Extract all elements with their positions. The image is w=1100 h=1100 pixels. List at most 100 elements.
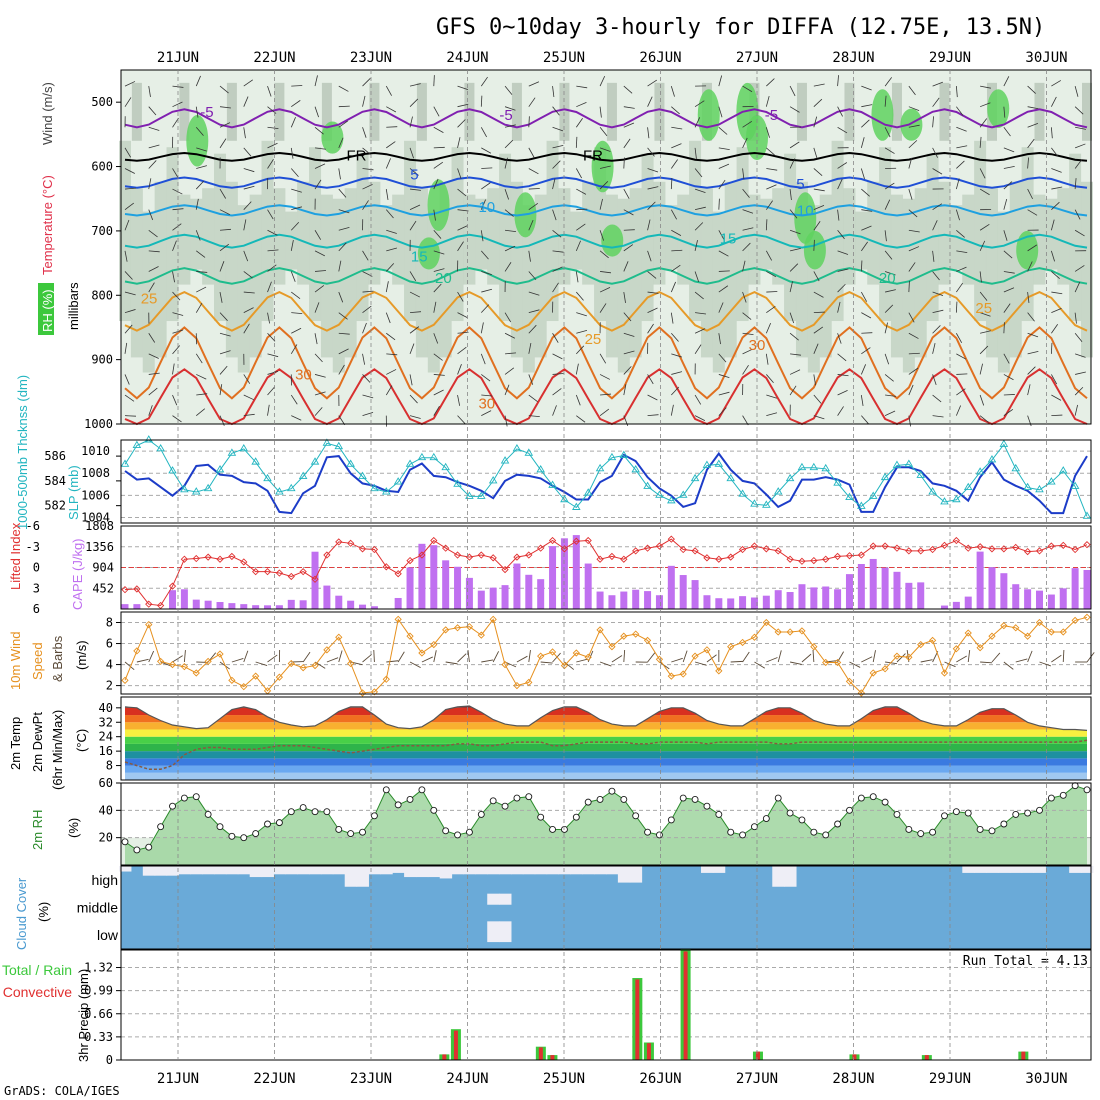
wind-barb bbox=[956, 373, 968, 375]
wind-barb bbox=[338, 650, 343, 663]
wind-barb bbox=[599, 106, 602, 118]
pressure-units-label: millibars bbox=[66, 282, 81, 330]
cape-bar bbox=[750, 597, 758, 609]
isotherm-label: 25 bbox=[585, 331, 602, 348]
lifted-index-marker bbox=[833, 552, 842, 561]
cloud-cover-panel: high middle low Cloud Cover (%) bbox=[14, 865, 1094, 950]
wind-barb bbox=[1003, 353, 1010, 364]
wind-barb bbox=[1003, 374, 1014, 381]
cloud-gap-high bbox=[451, 866, 464, 875]
cloud-gap-high bbox=[1033, 866, 1046, 873]
wind-barb bbox=[1027, 157, 1029, 169]
rh-marker bbox=[406, 795, 414, 803]
wind-barb bbox=[219, 384, 223, 396]
wind-barb bbox=[267, 281, 272, 293]
cape-bar bbox=[216, 602, 224, 609]
precip-convective-bar bbox=[755, 1051, 760, 1060]
cloud-units-label: (%) bbox=[36, 902, 51, 922]
cape-bar bbox=[442, 560, 450, 609]
wind-barb bbox=[932, 343, 936, 354]
wind-barb bbox=[647, 323, 654, 334]
rh-column bbox=[179, 82, 190, 141]
wind-barb bbox=[409, 204, 421, 211]
cape-bar bbox=[727, 598, 735, 609]
wind-barb bbox=[505, 229, 517, 233]
slp-marker bbox=[631, 464, 640, 473]
rh-marker bbox=[169, 802, 176, 810]
wind-barb bbox=[979, 415, 989, 423]
date-tick-label: 21JUN bbox=[157, 1071, 199, 1087]
wind-barb bbox=[623, 312, 632, 322]
rh-marker bbox=[275, 819, 283, 827]
slp-marker bbox=[667, 495, 676, 504]
panel-frame bbox=[120, 949, 1092, 1061]
rh-humid-blob bbox=[987, 89, 1010, 128]
cloud-gap-high bbox=[119, 866, 132, 872]
wind-barb bbox=[884, 230, 887, 242]
slp-marker bbox=[797, 462, 807, 471]
wind-speed-marker bbox=[632, 630, 640, 638]
wind-barb bbox=[575, 136, 578, 148]
wind-barb bbox=[718, 391, 730, 396]
wind-barb bbox=[409, 147, 414, 159]
wind-barb bbox=[124, 271, 133, 280]
wind-barb bbox=[1027, 188, 1033, 200]
wind-barb bbox=[386, 332, 396, 341]
slp-marker bbox=[560, 494, 569, 503]
wind-barb bbox=[552, 106, 560, 116]
wind-barb bbox=[243, 307, 254, 314]
wind-speed-marker bbox=[1071, 616, 1079, 625]
rh-marker bbox=[655, 831, 663, 839]
wind-barb bbox=[1074, 404, 1078, 416]
precip-convective-bar bbox=[924, 1055, 929, 1060]
cape-bar bbox=[1012, 584, 1020, 609]
wind-barb bbox=[837, 301, 841, 313]
rh-column bbox=[582, 181, 595, 285]
wind-barb bbox=[504, 106, 516, 111]
cape-bar bbox=[988, 567, 996, 609]
wind-barb bbox=[742, 120, 753, 128]
wind-barb bbox=[267, 353, 279, 358]
wind-barb bbox=[647, 414, 659, 417]
wind-barb bbox=[801, 653, 812, 663]
date-tick-label: 23JUN bbox=[350, 50, 392, 66]
cloud-row-label: low bbox=[97, 927, 119, 943]
lifted-index-marker bbox=[513, 553, 521, 561]
date-tick-label: 27JUN bbox=[736, 1071, 778, 1087]
wind-barb bbox=[884, 147, 895, 154]
cape-bar bbox=[299, 600, 307, 609]
wind-barb bbox=[219, 261, 225, 272]
wind-barb bbox=[172, 345, 181, 355]
precip-total-label: Total / Rain bbox=[2, 962, 72, 978]
wind-barb bbox=[861, 225, 872, 231]
wind-barb bbox=[765, 322, 771, 334]
isotherm-label: 15 bbox=[720, 231, 737, 248]
wind-barb bbox=[979, 312, 991, 317]
wind-barb bbox=[196, 374, 207, 380]
wind-barb bbox=[409, 394, 418, 404]
wind-barb bbox=[1027, 138, 1035, 149]
wind-barb bbox=[599, 408, 610, 416]
rh-column bbox=[344, 188, 357, 358]
lifted-index-marker bbox=[738, 545, 747, 554]
wind-speed-marker bbox=[798, 627, 806, 635]
wind-barb bbox=[231, 658, 244, 663]
precip-convective-bar bbox=[453, 1030, 458, 1060]
slp-marker bbox=[453, 479, 462, 487]
isotherm-line bbox=[124, 151, 1088, 162]
rh-marker bbox=[323, 808, 331, 816]
temp-tick-label: 16 bbox=[99, 744, 113, 758]
wind-barb bbox=[1050, 250, 1055, 262]
wind-barb bbox=[148, 387, 158, 396]
cloud-gap-high bbox=[320, 866, 334, 875]
wind-barb bbox=[766, 78, 775, 87]
rh-marker bbox=[430, 806, 438, 814]
cloud-gap-low bbox=[487, 921, 500, 943]
wind-barb bbox=[267, 249, 279, 252]
wind-barb bbox=[528, 219, 534, 231]
rh-column bbox=[273, 188, 286, 285]
wind-barb bbox=[385, 281, 389, 293]
wind-barb bbox=[386, 229, 397, 234]
wind-barb bbox=[480, 95, 483, 107]
wind-barb bbox=[694, 328, 706, 334]
